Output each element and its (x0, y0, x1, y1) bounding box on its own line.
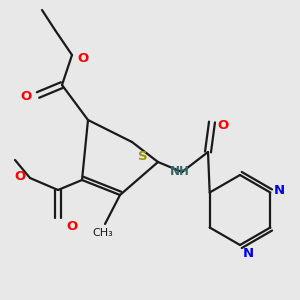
Text: NH: NH (170, 165, 190, 178)
Text: N: N (273, 184, 284, 197)
Text: O: O (21, 91, 32, 103)
Text: O: O (15, 169, 26, 182)
Text: O: O (77, 52, 88, 65)
Text: S: S (138, 150, 148, 163)
Text: O: O (217, 119, 228, 132)
Text: CH₃: CH₃ (93, 228, 113, 238)
Text: N: N (243, 247, 254, 260)
Text: O: O (66, 220, 77, 233)
